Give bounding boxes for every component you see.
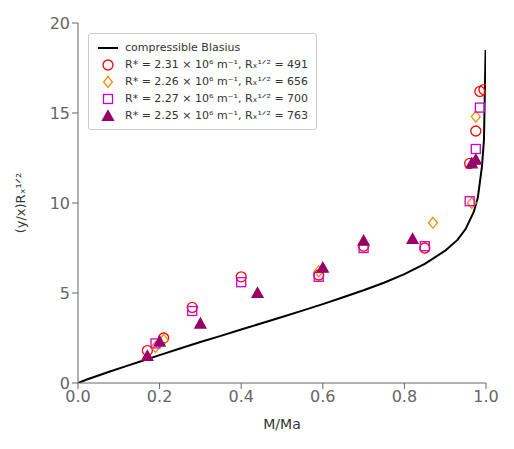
svg-text:M/Ma: M/Ma — [263, 416, 300, 432]
svg-text:0.2: 0.2 — [147, 387, 172, 406]
html-text:R* = 2.31 × 10⁶ m⁻¹, Rₓ¹ᐟ² = 4: R* = 2.31 × 10⁶ m⁻¹, Rₓ¹ᐟ² = 491 — [125, 58, 309, 71]
svg-text:0.8: 0.8 — [392, 387, 417, 406]
svg-text:0.0: 0.0 — [65, 387, 91, 407]
svg-text:(y/x)Rₓ¹ᐟ²: (y/x)Rₓ¹ᐟ² — [13, 173, 28, 234]
html-text:R* = 2.25 × 10⁶ m⁻¹, Rₓ¹ᐟ² = 7: R* = 2.25 × 10⁶ m⁻¹, Rₓ¹ᐟ² = 763 — [125, 109, 309, 122]
svg-text:15: 15 — [50, 104, 70, 123]
svg-text:5: 5 — [60, 284, 70, 303]
svg-text:0.4: 0.4 — [228, 387, 253, 406]
svg-text:1.0: 1.0 — [473, 387, 498, 406]
html-text:R* = 2.26 × 10⁶ m⁻¹, Rₓ¹ᐟ² = 6: R* = 2.26 × 10⁶ m⁻¹, Rₓ¹ᐟ² = 656 — [125, 75, 309, 88]
html-text:R* = 2.27 × 10⁶ m⁻¹, Rₓ¹ᐟ² = 7: R* = 2.27 × 10⁶ m⁻¹, Rₓ¹ᐟ² = 700 — [125, 92, 309, 105]
svg-text:0: 0 — [60, 374, 70, 393]
svg-text:0.6: 0.6 — [310, 387, 335, 406]
svg-text:20: 20 — [50, 14, 70, 33]
svg-text:10: 10 — [50, 194, 70, 213]
html-text:compressible Blasius: compressible Blasius — [125, 41, 241, 54]
